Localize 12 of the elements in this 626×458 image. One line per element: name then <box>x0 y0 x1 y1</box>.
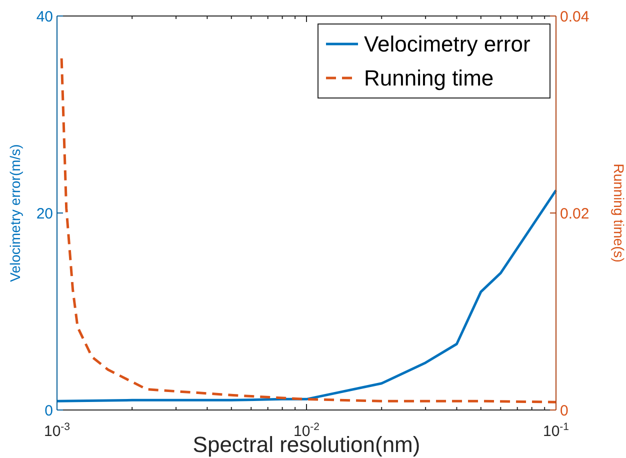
x-tick-label: 10$^{-3}$ <box>44 421 70 440</box>
legend-label: Velocimetry error <box>364 32 530 57</box>
y-tick-label: 40 <box>36 8 53 26</box>
y2-tick-label: 0.02 <box>560 205 590 222</box>
legend-label: Running time <box>364 66 494 91</box>
y-tick-label: 20 <box>36 205 53 222</box>
y-tick-label: 0 <box>44 402 53 420</box>
y2-axis-title: Running time(s) <box>611 164 626 262</box>
y-axis-title: Velocimetry error(m/s) <box>7 144 23 282</box>
y2-tick-label: 0 <box>560 402 568 420</box>
x-tick-label: 10$^{-1}$ <box>542 421 570 440</box>
y2-tick-label: 0.04 <box>560 8 590 26</box>
